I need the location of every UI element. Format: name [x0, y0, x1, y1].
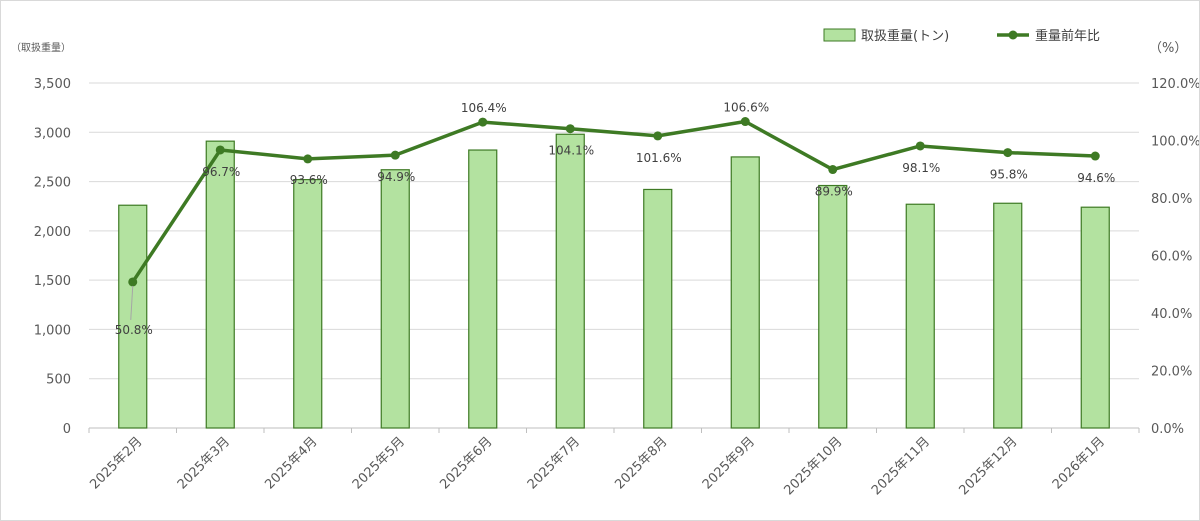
x-tick-label: 2026年1月: [1050, 434, 1108, 492]
line-data-label: 94.9%: [377, 170, 415, 184]
line-point: [915, 141, 925, 151]
line-data-label: 95.8%: [990, 168, 1028, 182]
y-left-tick-label: 1,500: [34, 274, 71, 289]
line-data-label: 106.6%: [723, 101, 769, 115]
legend-line-label: 重量前年比: [1035, 28, 1100, 44]
line-data-label: 106.4%: [461, 101, 507, 115]
legend-bar-swatch: [823, 28, 856, 42]
bar: [293, 179, 323, 429]
y-left-tick-label: 3,000: [34, 126, 71, 141]
line-data-label: 104.1%: [548, 144, 594, 158]
line-point: [828, 165, 838, 175]
x-tick-label: 2025年4月: [262, 434, 320, 492]
y-left-axis-title: （取扱重量）: [11, 41, 71, 54]
y-right-axis-title: （%）: [1149, 41, 1187, 56]
line-data-label: 101.6%: [636, 151, 682, 165]
line-point: [740, 117, 750, 127]
x-tick-label: 2025年5月: [350, 434, 408, 492]
line-data-label: 89.9%: [815, 185, 853, 199]
y-left-tick-label: 2,000: [34, 225, 71, 240]
line-point: [1090, 151, 1100, 161]
x-tick-label: 2025年9月: [700, 434, 758, 492]
bar: [1080, 206, 1110, 429]
bar: [468, 149, 498, 429]
bar: [818, 184, 848, 429]
x-tick-label: 2025年11月: [869, 434, 933, 498]
y-left-tick-label: 0: [63, 422, 71, 437]
line-data-label: 96.7%: [202, 165, 240, 179]
line-data-label: 93.6%: [290, 173, 328, 187]
x-tick-label: 2025年12月: [956, 434, 1020, 498]
line-point: [128, 277, 138, 287]
bar: [205, 140, 235, 429]
y-right-tick-label: 80.0%: [1151, 192, 1192, 207]
line-point: [215, 145, 225, 155]
bar: [118, 204, 148, 429]
y-right-tick-label: 40.0%: [1151, 307, 1192, 322]
legend-bar-label: 取扱重量(トン): [861, 28, 949, 44]
yoy-line: [131, 119, 1096, 283]
x-tick-label: 2025年8月: [612, 434, 670, 492]
x-tick-label: 2025年6月: [437, 434, 495, 492]
line-point: [1003, 148, 1013, 158]
bar: [730, 156, 760, 429]
data-label-leader: [130, 285, 134, 320]
y-right-tick-label: 20.0%: [1151, 365, 1192, 380]
y-right-tick-label: 120.0%: [1151, 77, 1199, 92]
line-point: [390, 150, 400, 160]
y-left-tick-label: 2,500: [34, 176, 71, 191]
y-left-tick-label: 3,500: [34, 77, 71, 92]
y-left-tick-label: 500: [46, 373, 71, 388]
x-tick-label: 2025年2月: [87, 434, 145, 492]
line-point: [303, 154, 313, 164]
bar: [643, 188, 673, 429]
x-tick-label: 2025年10月: [781, 434, 845, 498]
line-data-label: 94.6%: [1077, 171, 1115, 185]
bar: [905, 203, 935, 429]
y-right-tick-label: 60.0%: [1151, 250, 1192, 265]
y-right-tick-label: 100.0%: [1151, 135, 1199, 150]
y-left-tick-label: 1,000: [34, 323, 71, 338]
legend-line-marker: [1008, 30, 1018, 40]
x-tick-label: 2025年3月: [175, 434, 233, 492]
bar: [555, 133, 585, 429]
line-point: [478, 117, 488, 127]
bar: [993, 202, 1023, 429]
y-right-tick-label: 0.0%: [1151, 422, 1184, 437]
line-data-label: 98.1%: [902, 161, 940, 175]
line-point: [565, 124, 575, 134]
line-point: [653, 131, 663, 141]
x-tick-label: 2025年7月: [525, 434, 583, 492]
bar: [380, 169, 410, 429]
line-data-label: 50.8%: [115, 323, 153, 337]
